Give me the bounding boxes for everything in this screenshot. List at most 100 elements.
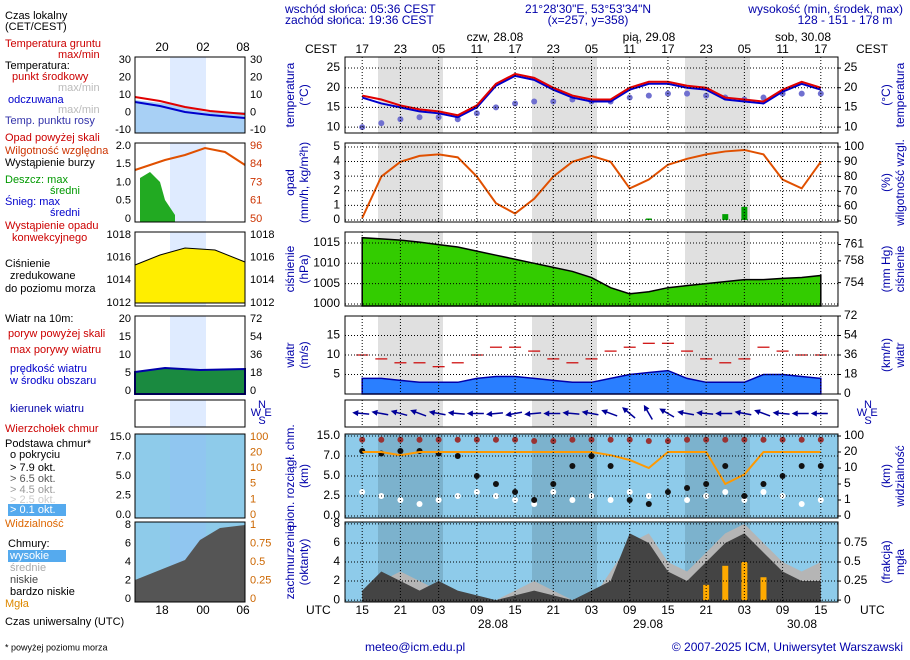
wind-arrow xyxy=(505,411,523,418)
mini-tick-label: 20 xyxy=(250,447,262,459)
top-date: pią, 29.08 xyxy=(623,30,676,44)
mini-highlight xyxy=(170,143,206,222)
mini-top-time: 02 xyxy=(196,40,210,54)
y2-tick-label: 758 xyxy=(844,253,864,267)
y-tick-label: 3 xyxy=(333,168,340,182)
legend-label: zredukowane xyxy=(10,270,75,282)
wind-arrow xyxy=(371,409,389,416)
legend-label: do poziomu morza xyxy=(5,283,96,295)
legend-label: niskie xyxy=(10,574,38,586)
legend-label: średni xyxy=(50,207,80,219)
mini-tick-label: 1016 xyxy=(107,252,131,264)
y-axis-label: zachmurzenie xyxy=(283,524,297,599)
y2-tick-label: 5 xyxy=(844,476,851,490)
mini-tick-label: 18 xyxy=(250,367,262,379)
series-dot xyxy=(473,110,480,117)
wind-arrow xyxy=(677,409,695,416)
series-dot xyxy=(492,436,499,443)
wind-arrow xyxy=(622,407,636,419)
y2-axis-label: (mm Hg) xyxy=(879,246,893,293)
wind-arrow xyxy=(734,409,752,416)
series-dot xyxy=(703,493,710,499)
y2-tick-label: 0 xyxy=(844,386,851,400)
series-bar xyxy=(645,218,652,220)
y-tick-label: 5 xyxy=(333,367,340,381)
top-date: sob, 30.08 xyxy=(775,30,831,44)
series-dot xyxy=(531,438,538,444)
series-dot xyxy=(531,98,538,105)
mini-frame xyxy=(134,433,246,519)
mini-tick-label: 0.5 xyxy=(116,195,131,207)
arrow-head xyxy=(505,411,512,418)
mini-frame xyxy=(134,56,246,134)
mini-tick-label: 2 xyxy=(125,574,131,586)
legend-label: (CET/CEST) xyxy=(5,21,67,33)
mini-bottom-time: 00 xyxy=(196,603,210,617)
mini-frame xyxy=(134,399,246,428)
wind-arrow xyxy=(810,410,828,417)
y-axis-label: opad xyxy=(283,169,297,196)
y-tick-label: 20 xyxy=(327,80,341,94)
legend-label: Mgła xyxy=(5,598,30,610)
top-zone: CEST xyxy=(856,42,889,56)
arrow-head xyxy=(371,409,378,416)
series-dot xyxy=(512,100,519,107)
series-dot xyxy=(703,92,710,99)
top-time-label: 23 xyxy=(547,42,561,56)
series-bar xyxy=(760,577,767,601)
mini-temp-line xyxy=(134,96,246,115)
mini-tick-label: 84 xyxy=(250,158,262,170)
arrow-head xyxy=(466,410,473,417)
y-axis-label: (°C) xyxy=(297,84,311,105)
series-dot xyxy=(416,114,423,121)
elevation-title: wysokość (min, środek, max) xyxy=(747,2,903,16)
legend-label: w środku obszaru xyxy=(9,375,96,387)
mini-pressure xyxy=(134,247,246,304)
mini-tick-label: 15.0 xyxy=(110,431,131,443)
legend-label: > 7.9 okt. xyxy=(10,462,56,474)
arrow-head xyxy=(791,410,798,417)
bottom-zone: UTC xyxy=(860,603,885,617)
y-tick-label: 1015 xyxy=(313,235,340,249)
series-dot xyxy=(798,436,805,443)
mini-bg xyxy=(135,400,245,427)
series-dot xyxy=(454,436,461,443)
y-tick-label: 10 xyxy=(327,119,341,133)
series-bar xyxy=(722,565,729,601)
arrow-head xyxy=(485,410,493,417)
y2-tick-label: 25 xyxy=(844,60,858,74)
y-tick-label: 2 xyxy=(333,573,340,587)
mini-tick-label: 1014 xyxy=(250,274,274,286)
wind-arrow xyxy=(447,410,465,417)
y2-tick-label: 754 xyxy=(844,275,864,289)
y-tick-label: 6 xyxy=(333,535,340,549)
series-dot xyxy=(760,436,767,443)
series-dot xyxy=(397,436,404,443)
series-dot xyxy=(435,436,442,443)
y2-axis-label: wiatr xyxy=(893,342,907,368)
sunset: zachód słońca: 19:36 CEST xyxy=(285,13,434,27)
series-dot xyxy=(645,438,652,444)
compass-letter: E xyxy=(264,407,271,419)
legend-label: Temperatura gruntu xyxy=(5,38,101,50)
y2-tick-label: 10 xyxy=(844,119,858,133)
arrow-head xyxy=(754,409,761,415)
y-tick-label: 1000 xyxy=(313,296,340,310)
mini-tick-label: 8 xyxy=(125,519,131,531)
top-time-label: 17 xyxy=(814,42,828,56)
mini-tick-label: 1018 xyxy=(250,229,274,241)
wind-arrow xyxy=(772,410,790,417)
legend-label: poryw powyżej skali xyxy=(8,328,105,340)
arrow-head xyxy=(581,409,589,416)
mini-tick-label: 2.5 xyxy=(116,489,131,501)
series-dot xyxy=(779,436,786,443)
night-band xyxy=(378,143,443,222)
y2-tick-label: 90 xyxy=(844,154,858,168)
y2-tick-label: 20 xyxy=(844,80,858,94)
series-dot xyxy=(760,94,767,101)
y-axis-label: (hPa) xyxy=(297,254,311,283)
series-dot xyxy=(817,436,824,443)
top-time-label: 11 xyxy=(623,42,636,56)
email[interactable]: meteo@icm.edu.pl xyxy=(365,640,465,654)
compass-letter: W xyxy=(251,407,262,419)
